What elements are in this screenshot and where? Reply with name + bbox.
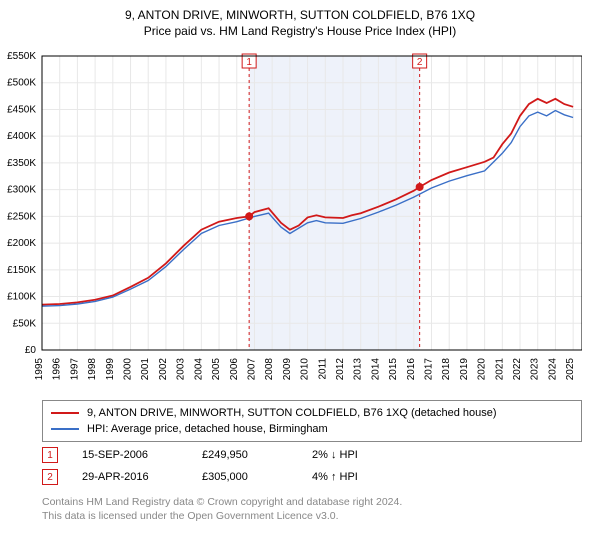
svg-text:2018: 2018 <box>441 358 452 381</box>
svg-text:2017: 2017 <box>424 358 435 381</box>
footer-line1: Contains HM Land Registry data © Crown c… <box>42 496 582 510</box>
footer-attribution: Contains HM Land Registry data © Crown c… <box>42 496 582 523</box>
svg-text:£500K: £500K <box>7 78 36 89</box>
svg-text:2: 2 <box>417 57 423 68</box>
transaction-delta: 2% ↓ HPI <box>312 449 582 461</box>
svg-text:2016: 2016 <box>406 358 417 381</box>
svg-text:1: 1 <box>246 57 252 68</box>
svg-text:2022: 2022 <box>512 358 523 381</box>
transaction-date: 29-APR-2016 <box>82 471 202 483</box>
price-chart: 12£0£50K£100K£150K£200K£250K£300K£350K£4… <box>42 50 582 390</box>
svg-text:2001: 2001 <box>140 358 151 381</box>
chart-title-subtitle: Price paid vs. HM Land Registry's House … <box>0 24 600 38</box>
transaction-date: 15-SEP-2006 <box>82 449 202 461</box>
svg-text:2013: 2013 <box>353 358 364 381</box>
svg-text:2012: 2012 <box>335 358 346 381</box>
svg-text:2020: 2020 <box>477 358 488 381</box>
chart-title-address: 9, ANTON DRIVE, MINWORTH, SUTTON COLDFIE… <box>0 8 600 22</box>
svg-text:2024: 2024 <box>547 358 558 381</box>
svg-text:£350K: £350K <box>7 158 36 169</box>
svg-text:2002: 2002 <box>158 358 169 381</box>
svg-text:2000: 2000 <box>123 358 134 381</box>
transaction-badge: 2 <box>42 469 58 485</box>
svg-text:1998: 1998 <box>87 358 98 381</box>
svg-text:£0: £0 <box>25 345 37 356</box>
transaction-delta: 4% ↑ HPI <box>312 471 582 483</box>
svg-text:2005: 2005 <box>211 358 222 381</box>
svg-text:£50K: £50K <box>13 318 37 329</box>
transactions-table: 1 15-SEP-2006 £249,950 2% ↓ HPI 2 29-APR… <box>42 444 582 488</box>
svg-text:1999: 1999 <box>105 358 116 381</box>
svg-text:2006: 2006 <box>229 358 240 381</box>
svg-text:1997: 1997 <box>69 358 80 381</box>
svg-text:1996: 1996 <box>52 358 63 381</box>
svg-text:2009: 2009 <box>282 358 293 381</box>
svg-text:£550K: £550K <box>7 51 36 62</box>
svg-text:2007: 2007 <box>246 358 257 381</box>
svg-text:2014: 2014 <box>370 358 381 381</box>
svg-text:2010: 2010 <box>300 358 311 381</box>
footer-line2: This data is licensed under the Open Gov… <box>42 510 582 524</box>
legend-label-hpi: HPI: Average price, detached house, Birm… <box>87 423 328 435</box>
svg-text:2004: 2004 <box>193 358 204 381</box>
svg-text:2019: 2019 <box>459 358 470 381</box>
svg-text:2021: 2021 <box>494 358 505 381</box>
svg-text:2023: 2023 <box>530 358 541 381</box>
transaction-badge: 1 <box>42 447 58 463</box>
legend-item-property: 9, ANTON DRIVE, MINWORTH, SUTTON COLDFIE… <box>51 405 573 421</box>
transaction-row: 1 15-SEP-2006 £249,950 2% ↓ HPI <box>42 444 582 466</box>
transaction-price: £305,000 <box>202 471 312 483</box>
svg-text:2025: 2025 <box>565 358 576 381</box>
transaction-price: £249,950 <box>202 449 312 461</box>
svg-text:2015: 2015 <box>388 358 399 381</box>
svg-text:£200K: £200K <box>7 238 36 249</box>
legend-label-property: 9, ANTON DRIVE, MINWORTH, SUTTON COLDFIE… <box>87 407 497 419</box>
svg-text:2008: 2008 <box>264 358 275 381</box>
svg-text:2003: 2003 <box>176 358 187 381</box>
legend-swatch-property <box>51 412 79 414</box>
legend-item-hpi: HPI: Average price, detached house, Birm… <box>51 421 573 437</box>
chart-header: 9, ANTON DRIVE, MINWORTH, SUTTON COLDFIE… <box>0 0 600 38</box>
svg-text:2011: 2011 <box>317 358 328 380</box>
chart-svg: 1 2 £0 £50K £100K £150K £200K £250K £300K £350K £4… <box>2 50 582 390</box>
svg-text:£250K: £250K <box>7 211 36 222</box>
svg-text:1995: 1995 <box>34 358 45 381</box>
svg-text:£150K: £150K <box>7 265 36 276</box>
svg-text:£300K: £300K <box>7 185 36 196</box>
legend-swatch-hpi <box>51 428 79 430</box>
svg-text:£450K: £450K <box>7 104 36 115</box>
svg-text:£100K: £100K <box>7 292 36 303</box>
transaction-row: 2 29-APR-2016 £305,000 4% ↑ HPI <box>42 466 582 488</box>
legend: 9, ANTON DRIVE, MINWORTH, SUTTON COLDFIE… <box>42 400 582 442</box>
svg-text:£400K: £400K <box>7 131 36 142</box>
